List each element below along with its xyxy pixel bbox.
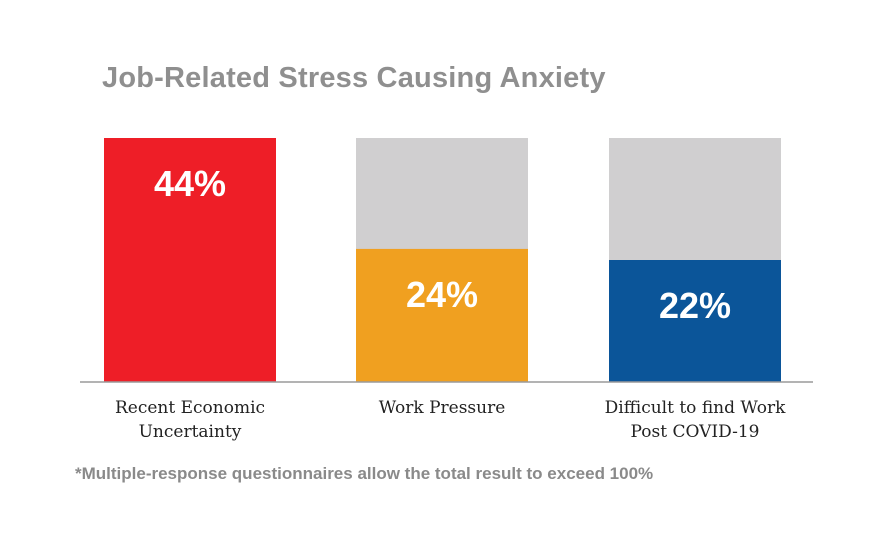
data-label: 22%	[659, 285, 731, 326]
category-label: Uncertainty	[139, 422, 242, 442]
bar	[104, 138, 276, 382]
category-label: Difficult to find Work	[605, 398, 786, 418]
category-label: Post COVID-19	[631, 422, 760, 442]
data-label: 24%	[406, 274, 478, 315]
category-label: Work Pressure	[379, 398, 506, 418]
bar	[609, 260, 781, 382]
data-label: 44%	[154, 163, 226, 204]
chart-title: Job-Related Stress Causing Anxiety	[102, 62, 606, 94]
bar	[356, 248, 528, 382]
category-label: Recent Economic	[115, 398, 265, 418]
footnote: *Multiple-response questionnaires allow …	[75, 464, 654, 483]
